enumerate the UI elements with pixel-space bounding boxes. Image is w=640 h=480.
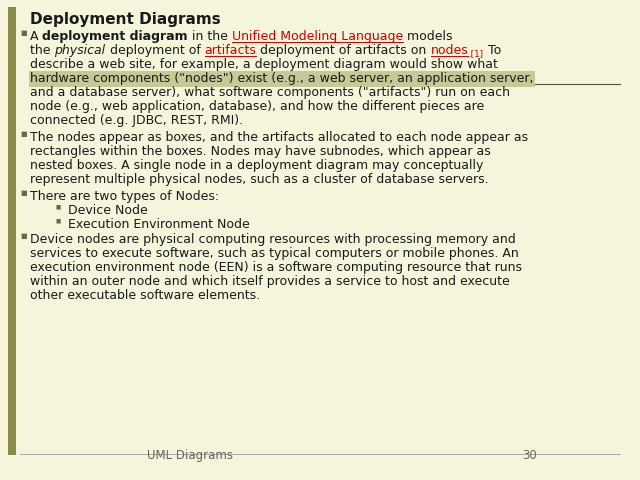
Text: Device nodes are physical computing resources with processing memory and: Device nodes are physical computing reso… xyxy=(30,233,516,246)
Text: Deployment Diagrams: Deployment Diagrams xyxy=(30,12,221,27)
Text: UML Diagrams: UML Diagrams xyxy=(147,449,233,462)
Text: execution environment node (EEN) is a software computing resource that runs: execution environment node (EEN) is a so… xyxy=(30,261,522,274)
Text: connected (e.g. JDBC, REST, RMI).: connected (e.g. JDBC, REST, RMI). xyxy=(30,114,243,127)
Text: Execution Environment Node: Execution Environment Node xyxy=(68,218,250,231)
Text: The nodes appear as boxes, and the artifacts allocated to each node appear as: The nodes appear as boxes, and the artif… xyxy=(30,131,528,144)
Text: services to execute software, such as typical computers or mobile phones. An: services to execute software, such as ty… xyxy=(30,247,519,260)
Bar xyxy=(8,7,16,455)
Text: nodes: nodes xyxy=(431,44,468,57)
Text: 30: 30 xyxy=(523,449,538,462)
Text: Device Node: Device Node xyxy=(68,204,148,217)
Text: other executable software elements.: other executable software elements. xyxy=(30,289,260,302)
Text: A: A xyxy=(30,30,42,43)
Text: There are two types of Nodes:: There are two types of Nodes: xyxy=(30,190,219,203)
Text: the: the xyxy=(30,44,54,57)
Text: ■: ■ xyxy=(20,233,27,239)
Text: artifacts: artifacts xyxy=(205,44,257,57)
Text: ■: ■ xyxy=(20,190,27,196)
Text: deployment of artifacts on: deployment of artifacts on xyxy=(257,44,431,57)
Text: nested boxes. A single node in a deployment diagram may conceptually: nested boxes. A single node in a deploym… xyxy=(30,159,483,172)
Text: deployment of: deployment of xyxy=(106,44,205,57)
Text: describe a web site, for example, a deployment diagram would show what: describe a web site, for example, a depl… xyxy=(30,58,498,71)
Text: node (e.g., web application, database), and how the different pieces are: node (e.g., web application, database), … xyxy=(30,100,484,113)
Text: ■: ■ xyxy=(56,218,61,223)
Text: ■: ■ xyxy=(20,30,27,36)
Text: hardware components ("nodes") exist (e.g., a web server, an application server,: hardware components ("nodes") exist (e.g… xyxy=(30,72,534,85)
Text: ■: ■ xyxy=(20,131,27,137)
Text: represent multiple physical nodes, such as a cluster of database servers.: represent multiple physical nodes, such … xyxy=(30,173,488,186)
Text: models: models xyxy=(403,30,452,43)
Text: deployment diagram: deployment diagram xyxy=(42,30,188,43)
Text: To: To xyxy=(483,44,500,57)
Text: .[1]: .[1] xyxy=(468,49,483,58)
Text: physical: physical xyxy=(54,44,106,57)
Text: and a database server), what software components ("artifacts") run on each: and a database server), what software co… xyxy=(30,86,510,99)
Text: within an outer node and which itself provides a service to host and execute: within an outer node and which itself pr… xyxy=(30,275,509,288)
Text: ■: ■ xyxy=(56,204,61,209)
Text: rectangles within the boxes. Nodes may have subnodes, which appear as: rectangles within the boxes. Nodes may h… xyxy=(30,145,491,158)
Text: in the: in the xyxy=(188,30,232,43)
Text: Unified Modeling Language: Unified Modeling Language xyxy=(232,30,403,43)
